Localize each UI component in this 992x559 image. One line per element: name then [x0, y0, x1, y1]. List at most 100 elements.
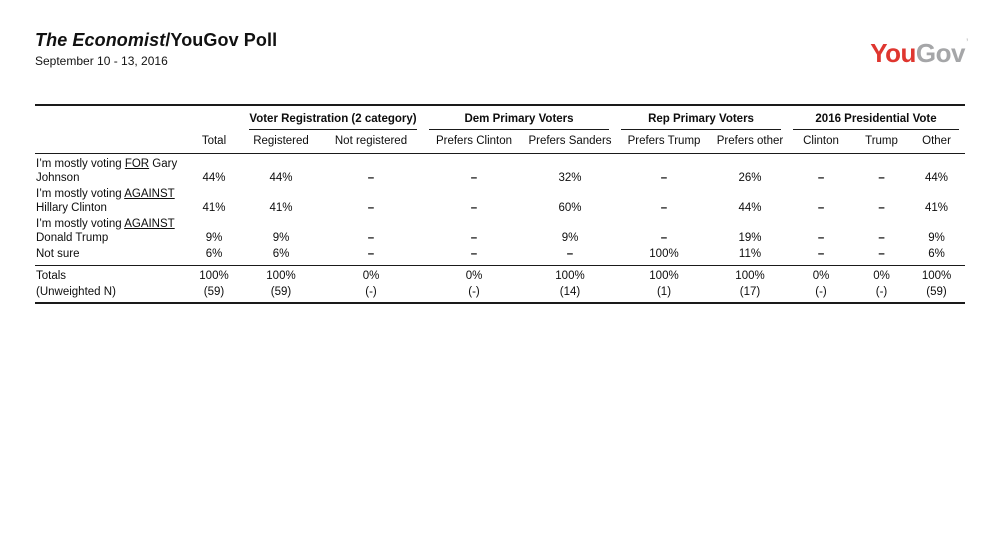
table-body: I’m mostly voting FOR Gary Johnson 44% 44% –…	[35, 154, 966, 304]
table-row: I’m mostly voting AGAINST Donald Trump 9% 9…	[35, 216, 965, 246]
row-label-text: Gary	[149, 158, 178, 170]
row-label: I’m mostly voting AGAINST Hillary Clinton	[35, 186, 185, 216]
column-header: Total	[185, 130, 243, 154]
row-label: I’m mostly voting FOR Gary Johnson	[35, 154, 185, 187]
poll-table: Voter Registration (2 category) Dem Prima…	[35, 104, 966, 304]
value-cell: 41%	[925, 202, 949, 214]
value-cell-empty: –	[878, 172, 885, 184]
value-cell: 44%	[202, 172, 226, 184]
value-cell: 9%	[561, 232, 579, 244]
value-cell: 9%	[205, 232, 223, 244]
value-cell: 60%	[558, 202, 582, 214]
column-header: Not registered	[319, 130, 423, 154]
yougov-logo-you: You	[870, 38, 916, 68]
value-cell: 100%	[615, 265, 713, 284]
group-header: Voter Registration (2 category)	[243, 105, 423, 130]
poll-date: September 10 - 13, 2016	[35, 54, 168, 68]
column-header-spacer	[35, 130, 185, 154]
value-cell: 100%	[525, 265, 615, 284]
value-cell: (1)	[656, 286, 672, 298]
value-cell: 0%	[423, 265, 525, 284]
value-cell: 32%	[558, 172, 582, 184]
value-cell: 0%	[319, 265, 423, 284]
poll-title-rest: /YouGov Poll	[165, 30, 278, 50]
value-cell: 0%	[855, 265, 909, 284]
row-label-text: I’m mostly voting	[36, 218, 125, 230]
value-cell-empty: –	[817, 232, 825, 244]
column-header: Prefers Clinton	[423, 130, 525, 154]
value-cell: 6%	[272, 248, 290, 260]
value-cell-empty: –	[470, 172, 478, 184]
value-cell: 9%	[272, 232, 290, 244]
value-cell: 100%	[713, 265, 788, 284]
group-header: 2016 Presidential Vote	[787, 105, 965, 130]
value-cell: (14)	[559, 286, 581, 298]
value-cell: 41%	[269, 202, 293, 214]
row-label-underlined-word: AGAINST	[124, 218, 175, 230]
page-header: The Economist/YouGov Poll September 10 -…	[35, 30, 277, 68]
column-header: Other	[908, 130, 966, 154]
value-cell: (-)	[365, 286, 377, 298]
value-cell-empty: –	[367, 232, 375, 244]
value-cell-empty: –	[470, 232, 478, 244]
table-head: Voter Registration (2 category) Dem Prima…	[35, 105, 966, 154]
value-cell: (-)	[468, 286, 480, 298]
column-header-row: Total Registered Not registered Prefers Cli…	[35, 130, 966, 154]
unweighted-row: (Unweighted N) (59) (59) (-) (-) (14) (1) (17) (…	[35, 284, 965, 303]
value-cell: 100%	[908, 265, 966, 284]
row-label-text: Johnson	[36, 172, 80, 184]
group-header: Dem Primary Voters	[423, 105, 615, 130]
poll-title-publication: The Economist	[35, 30, 166, 50]
value-cell: 41%	[202, 202, 226, 214]
value-cell-empty: –	[660, 172, 668, 184]
value-cell: 0%	[787, 265, 856, 284]
column-header: Registered	[243, 130, 319, 154]
value-cell: 9%	[928, 232, 945, 244]
row-label: I’m mostly voting AGAINST Donald Trump	[35, 216, 185, 246]
value-cell: 6%	[928, 248, 945, 260]
value-cell-empty: –	[817, 248, 825, 260]
value-cell-empty: –	[367, 248, 375, 260]
value-cell: 44%	[269, 172, 293, 184]
value-cell-empty: –	[878, 202, 885, 214]
column-header: Prefers other	[713, 130, 788, 154]
value-cell-empty: –	[878, 248, 885, 260]
row-label-text: Donald Trump	[36, 232, 109, 244]
value-cell: (-)	[815, 286, 827, 298]
poll-title: The Economist/YouGov Poll	[35, 30, 277, 51]
row-label-underlined-word: FOR	[124, 158, 150, 170]
value-cell: 19%	[738, 232, 762, 244]
yougov-logo-gov: Gov	[915, 38, 966, 68]
column-header: Clinton	[787, 130, 856, 154]
column-header: Prefers Trump	[615, 130, 713, 154]
row-label-text: Hillary Clinton	[36, 202, 107, 214]
value-cell: (59)	[270, 286, 292, 298]
value-cell: 6%	[205, 248, 223, 260]
row-label: (Unweighted N)	[36, 286, 116, 298]
value-cell: (59)	[926, 286, 947, 298]
value-cell: (17)	[739, 286, 761, 298]
table-row: Not sure 6% 6% – – – 100% 11% – – 6%	[35, 246, 965, 266]
row-label: Totals	[35, 265, 185, 284]
value-cell-empty: –	[566, 248, 574, 260]
value-cell: 44%	[925, 172, 949, 184]
value-cell: 100%	[185, 265, 243, 284]
column-header: Trump	[855, 130, 909, 154]
group-header-label: Dem Primary Voters	[429, 112, 609, 130]
value-cell: 100%	[243, 265, 319, 284]
column-header: Prefers Sanders	[525, 130, 615, 154]
value-cell-empty: –	[470, 202, 478, 214]
row-label-text: I’m mostly voting	[36, 158, 125, 170]
group-header-spacer	[35, 105, 243, 130]
group-header-label: Voter Registration (2 category)	[249, 112, 417, 130]
value-cell: 44%	[738, 202, 762, 214]
yougov-logo: YouGov’	[870, 37, 969, 68]
value-cell-empty: –	[878, 232, 885, 244]
value-cell: 100%	[649, 248, 679, 260]
value-cell: (59)	[203, 286, 225, 298]
group-header: Rep Primary Voters	[615, 105, 787, 130]
value-cell: 26%	[738, 172, 762, 184]
value-cell: (-)	[875, 286, 888, 298]
yougov-logo-trademark: ’	[965, 37, 969, 47]
